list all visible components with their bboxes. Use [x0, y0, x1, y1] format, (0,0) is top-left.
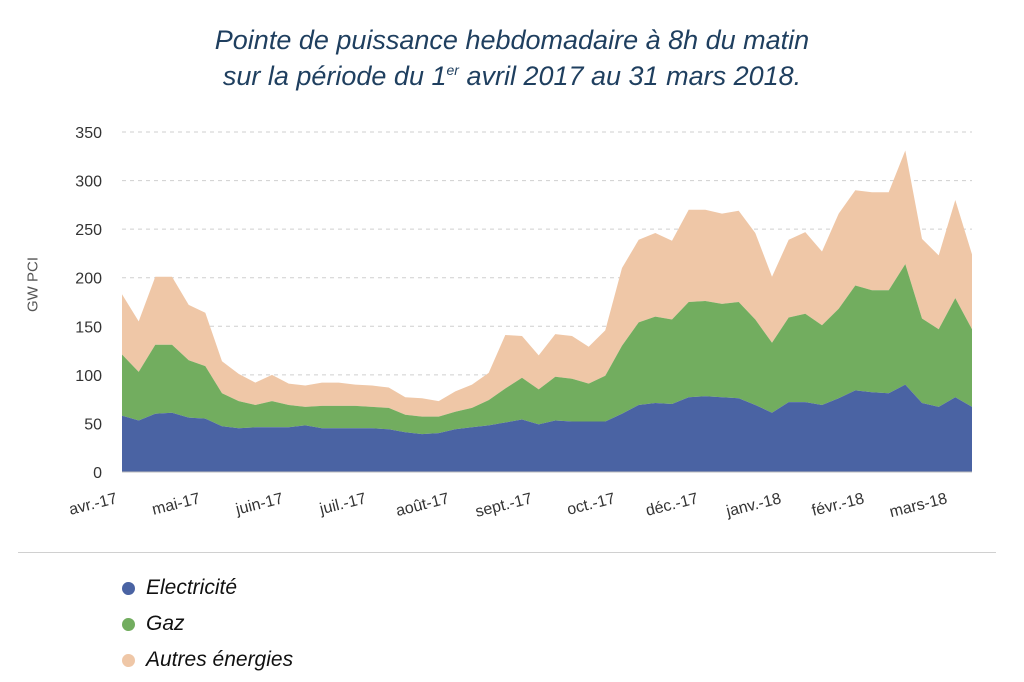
- legend: Electricité Gaz Autres énergies: [122, 570, 293, 678]
- y-tick-label: 100: [75, 368, 102, 385]
- x-tick-label: mars-18: [888, 490, 949, 521]
- y-tick-label: 300: [75, 174, 102, 191]
- stacked-area-chart: 0 50 100 150 200 250 300 350 avr.-17 mai-17 juin-1…: [67, 125, 972, 521]
- y-tick-label: 350: [75, 125, 102, 142]
- y-tick-label: 50: [84, 416, 102, 433]
- y-tick-label: 150: [75, 319, 102, 336]
- legend-label-autres: Autres énergies: [146, 648, 294, 671]
- x-tick-label: juil.-17: [317, 490, 368, 518]
- legend-item-gaz: Gaz: [122, 606, 293, 642]
- title-line-2-end: avril 2017 au 31 mars 2018.: [458, 61, 802, 91]
- title-line-2: sur la période du 1er avril 2017 au 31 m…: [0, 58, 1024, 94]
- area-series-1: [122, 264, 972, 435]
- legend-swatch-autres: [122, 653, 135, 667]
- x-tick-label: déc.-17: [644, 490, 700, 519]
- x-tick-label: févr.-18: [810, 490, 866, 519]
- legend-swatch-gaz: [122, 617, 135, 631]
- x-tick-label: juin-17: [233, 490, 285, 518]
- chart-area-box: [18, 100, 996, 553]
- area-series-2: [122, 150, 972, 417]
- legend-swatch-electricite: [122, 581, 135, 595]
- title-line-2-start: sur la période du 1: [222, 61, 447, 91]
- area-series-0: [122, 384, 972, 472]
- x-tick-label: oct.-17: [565, 490, 617, 518]
- x-tick-label: mai-17: [150, 490, 202, 518]
- x-tick-label: août-17: [394, 490, 451, 520]
- chart-title: Pointe de puissance hebdomadaire à 8h du…: [0, 22, 1024, 94]
- legend-label-electricite: Electricité: [146, 576, 238, 599]
- x-tick-label: janv.-18: [724, 490, 783, 520]
- x-tick-label: avr.-17: [67, 490, 119, 518]
- legend-item-electricite: Electricité: [122, 570, 293, 606]
- title-line-1: Pointe de puissance hebdomadaire à 8h du…: [214, 25, 810, 55]
- y-tick-label: 250: [75, 222, 102, 239]
- legend-label-gaz: Gaz: [146, 612, 185, 635]
- x-tick-label: sept.-17: [474, 490, 534, 521]
- y-tick-label: 200: [75, 271, 102, 288]
- legend-item-autres: Autres énergies: [122, 642, 293, 678]
- y-tick-label: 0: [93, 465, 102, 482]
- title-line-2-superscript: er: [446, 62, 459, 78]
